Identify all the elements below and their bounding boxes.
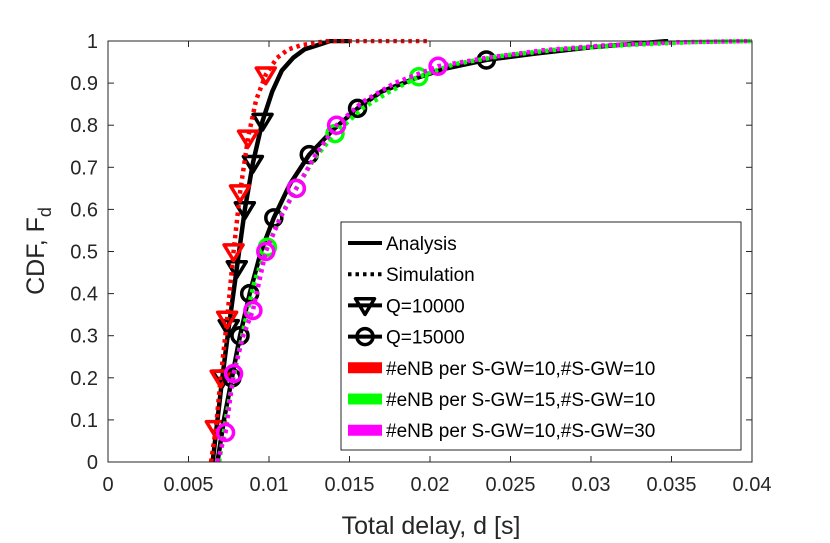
x-tick-label: 0.035 xyxy=(646,474,696,496)
legend-item: Simulation xyxy=(348,265,475,286)
y-tick-label: 0.5 xyxy=(70,242,98,264)
series-marker xyxy=(264,208,284,228)
legend-label: Simulation xyxy=(386,265,475,286)
y-tick-label: 0.9 xyxy=(70,73,98,95)
series-marker xyxy=(236,129,260,149)
legend-item: Q=15000 xyxy=(348,326,465,349)
series-marker xyxy=(243,300,263,321)
legend-item: #eNB per S-GW=10,#S-GW=30 xyxy=(348,421,655,442)
y-tick-label: 0 xyxy=(87,452,98,474)
legend-box xyxy=(340,221,742,451)
legend-label: #eNB per S-GW=10,#S-GW=10 xyxy=(386,359,655,380)
series-marker xyxy=(222,243,245,263)
x-tick-label: 0.02 xyxy=(411,474,450,496)
series-marker xyxy=(251,112,274,132)
x-tick-label: 0.005 xyxy=(163,474,213,496)
y-tick-label: 0.4 xyxy=(70,284,98,306)
series-line xyxy=(208,39,430,462)
x-tick-label: 0.03 xyxy=(572,474,611,496)
legend-item: Q=10000 xyxy=(348,296,465,317)
series-line xyxy=(215,39,752,462)
y-axis-label: CDF, Fd xyxy=(22,207,55,295)
legend-item: #eNB per S-GW=10,#S-GW=10 xyxy=(348,359,655,380)
series-marker xyxy=(223,363,244,384)
y-tick-label: 0.6 xyxy=(70,199,98,221)
series-marker xyxy=(225,259,249,280)
y-tick-label: 0.1 xyxy=(70,410,98,432)
y-tick-label: 0.2 xyxy=(70,368,98,390)
series-2 xyxy=(204,39,430,462)
legend-marker xyxy=(355,326,375,347)
y-axis-label-main: CDF, F xyxy=(22,217,50,295)
series-marker xyxy=(256,241,276,262)
series-marker xyxy=(254,66,278,86)
legend-item: #eNB per S-GW=15,#S-GW=10 xyxy=(348,390,655,411)
legend-label: #eNB per S-GW=15,#S-GW=10 xyxy=(386,390,655,411)
legend-label: #eNB per S-GW=10,#S-GW=30 xyxy=(386,421,655,442)
x-tick-label: 0.01 xyxy=(250,474,289,496)
series-marker xyxy=(428,56,448,77)
series-marker xyxy=(215,422,236,443)
series-layer xyxy=(204,39,752,462)
series-marker xyxy=(326,115,347,135)
x-axis: 0 0.005 0.01 0.015 0.02 0.025 0.03 0.035 0.04 xyxy=(102,41,771,496)
y-axis-label-subscript: d xyxy=(35,207,55,217)
legend-label: Q=10000 xyxy=(386,296,465,317)
legend-item: Analysis xyxy=(348,234,457,255)
x-tick-label: 0.04 xyxy=(733,474,772,496)
x-tick-label: 0.025 xyxy=(485,474,535,496)
legend-marker xyxy=(353,297,377,317)
legend-label: Q=15000 xyxy=(386,328,465,349)
y-tick-label: 0.8 xyxy=(70,115,98,137)
series-marker xyxy=(215,310,239,330)
y-tick-label: 0.3 xyxy=(70,326,98,348)
x-tick-label: 0 xyxy=(102,474,113,496)
y-tick-label: 1 xyxy=(87,31,98,53)
series-marker xyxy=(286,178,307,199)
legend-label: Analysis xyxy=(386,234,457,255)
x-axis-label: Total delay, d [s] xyxy=(342,512,521,540)
series-marker xyxy=(233,201,257,221)
x-tick-label: 0.015 xyxy=(324,474,374,496)
legend: Analysis Simulation Q=10000 Q=15000 #eNB per… xyxy=(340,221,742,451)
y-axis: 0 0.1 0.2 0.3 0.4 0.5 0.6 0.7 0.8 0.9 1 xyxy=(70,31,752,474)
series-marker xyxy=(228,184,252,204)
series-5 xyxy=(215,39,752,462)
series-marker xyxy=(241,154,265,174)
y-tick-label: 0.7 xyxy=(70,157,98,179)
series-line xyxy=(210,39,350,462)
